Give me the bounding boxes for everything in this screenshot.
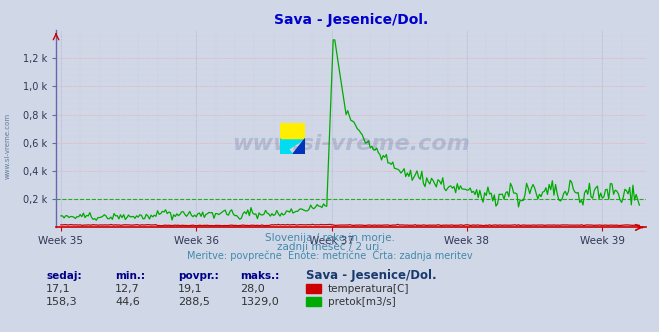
Polygon shape xyxy=(280,139,293,154)
Text: 19,1: 19,1 xyxy=(178,284,202,294)
Text: Meritve: povprečne  Enote: metrične  Črta: zadnja meritev: Meritve: povprečne Enote: metrične Črta:… xyxy=(186,249,473,261)
Text: Sava - Jesenice/Dol.: Sava - Jesenice/Dol. xyxy=(306,269,437,282)
Polygon shape xyxy=(280,139,305,154)
Text: 28,0: 28,0 xyxy=(241,284,266,294)
Text: 12,7: 12,7 xyxy=(115,284,140,294)
Text: Slovenija / reke in morje.: Slovenija / reke in morje. xyxy=(264,233,395,243)
Text: maks.:: maks.: xyxy=(241,271,280,281)
Title: Sava - Jesenice/Dol.: Sava - Jesenice/Dol. xyxy=(273,13,428,27)
Text: zadnji mesec / 2 uri.: zadnji mesec / 2 uri. xyxy=(277,242,382,252)
Text: 44,6: 44,6 xyxy=(115,297,140,307)
Text: www.si-vreme.com: www.si-vreme.com xyxy=(232,134,470,154)
Text: 1329,0: 1329,0 xyxy=(241,297,279,307)
Polygon shape xyxy=(280,123,293,139)
Polygon shape xyxy=(280,123,305,139)
Text: 17,1: 17,1 xyxy=(46,284,71,294)
Text: sedaj:: sedaj: xyxy=(46,271,82,281)
Text: min.:: min.: xyxy=(115,271,146,281)
Text: www.si-vreme.com: www.si-vreme.com xyxy=(5,113,11,179)
Text: 288,5: 288,5 xyxy=(178,297,210,307)
Text: povpr.:: povpr.: xyxy=(178,271,219,281)
Text: 158,3: 158,3 xyxy=(46,297,78,307)
Text: temperatura[C]: temperatura[C] xyxy=(328,284,409,294)
Polygon shape xyxy=(280,123,305,154)
Text: pretok[m3/s]: pretok[m3/s] xyxy=(328,297,395,307)
